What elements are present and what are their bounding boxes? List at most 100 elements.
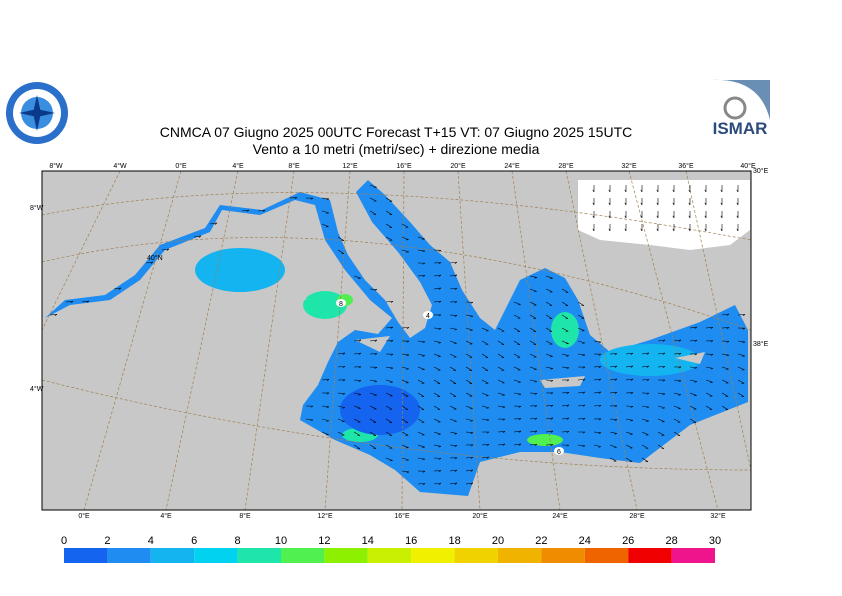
wind-arrow-head [566, 431, 570, 434]
wind-arrow-head [624, 228, 627, 232]
wind-arrow [433, 482, 441, 485]
wind-arrow-head [694, 353, 698, 356]
wind-arrow [513, 327, 521, 332]
wind-arrow [417, 418, 425, 423]
wind-arrow-head [736, 189, 739, 193]
wind-arrow-head [694, 381, 697, 383]
wind-arrow [417, 379, 425, 384]
wind-arrow [513, 353, 521, 358]
wind-arrow [737, 314, 746, 316]
colorbar-label: 30 [709, 535, 721, 547]
wind-arrow [449, 431, 457, 434]
wind-arrow-head [438, 274, 442, 277]
wind-arrow [561, 417, 569, 420]
wind-arrow-head [422, 275, 426, 278]
wind-arrow [321, 405, 329, 408]
longitude-label: 36°E [678, 162, 694, 170]
wind-arrow [625, 457, 633, 462]
wind-arrow-head [470, 315, 473, 318]
wind-arrow [529, 340, 537, 345]
contour-label-bg [336, 299, 346, 307]
wind-arrow [673, 352, 681, 355]
wind-arrow [737, 392, 745, 397]
logo-text: ISMAR [713, 119, 768, 138]
wind-arrow-head [726, 313, 730, 316]
latitude-label: 40°N [147, 254, 163, 262]
wind-arrow [433, 431, 441, 435]
wind-arrow [417, 483, 426, 485]
colorbar-label: 28 [665, 535, 677, 547]
wind-arrow-head [592, 228, 595, 232]
wind-arrow-head [582, 354, 586, 357]
wind-arrow-head [438, 482, 442, 485]
longitude-label: 16°E [396, 162, 412, 170]
wind-arrow-head [598, 432, 602, 434]
wind-arrow [417, 366, 425, 370]
wind-arrow-head [374, 367, 378, 369]
wind-arrow-head [326, 406, 330, 409]
wind-arrow-head [608, 228, 611, 232]
wind-arrow-head [566, 355, 569, 357]
wind-arrow-head [566, 404, 570, 407]
longitude-label: 0°E [78, 512, 90, 520]
wind-arrow [385, 197, 393, 202]
wind-arrow [545, 417, 553, 420]
wind-arrow-head [486, 431, 490, 434]
wind-arrow [353, 418, 361, 423]
wind-arrow [577, 404, 585, 407]
wind-arrow [369, 405, 377, 410]
wind-arrow [145, 261, 153, 264]
longitude-label: 8°E [288, 162, 300, 170]
wind-arrow [321, 431, 329, 435]
wind-arrow-head [86, 300, 90, 303]
wind-arrow-head [550, 380, 554, 382]
colorbar-label: 4 [148, 535, 154, 547]
wind-arrow-head [640, 228, 643, 232]
colorbar-swatch [411, 548, 455, 563]
colorbar-label: 18 [448, 535, 460, 547]
wind-arrow [593, 340, 601, 343]
meridian [244, 171, 295, 510]
wind-arrow-head [534, 393, 538, 395]
wind-arrow [673, 339, 681, 342]
wind-arrow [641, 457, 649, 462]
wind-arrow [529, 314, 537, 319]
wind-arrow [401, 249, 409, 253]
wind-arrow [465, 340, 473, 345]
wind-arrow-head [688, 228, 691, 232]
wind-arrow-head [342, 352, 346, 355]
wind-arrow [81, 300, 89, 303]
wind-arrow [529, 417, 537, 420]
wind-arrow-head [624, 189, 627, 193]
wind-arrow-head [406, 327, 410, 330]
wind-arrow [465, 418, 473, 421]
wind-arrow-head [566, 379, 570, 382]
colorbar-label: 20 [492, 535, 504, 547]
wind-arrow-head [704, 228, 707, 232]
wind-arrow [465, 353, 473, 358]
wind-arrow-head [704, 189, 707, 193]
meridian [83, 171, 182, 510]
wind-arrow [353, 352, 361, 355]
wind-arrow-head [566, 417, 570, 420]
wind-arrow [449, 392, 457, 397]
wind-arrow-head [534, 430, 538, 433]
wind-arrow [577, 379, 585, 381]
wind-arrow [481, 456, 489, 459]
wind-arrow [561, 431, 570, 433]
colorbar-swatch [584, 548, 629, 563]
colorbar-label: 24 [579, 535, 591, 547]
wind-arrow-head [630, 406, 634, 408]
wind-arrow-head [742, 355, 745, 357]
wind-arrow-head [678, 366, 682, 369]
wind-arrow [465, 469, 473, 472]
wind-arrow-head [438, 342, 441, 344]
wind-arrow-head [454, 329, 457, 331]
wind-arrow [545, 430, 553, 433]
wind-arrow-head [406, 340, 410, 343]
wind-arrow-head [438, 300, 442, 303]
wind-arrow [545, 353, 553, 357]
wind-arrow [641, 405, 649, 408]
wind-arrow [545, 366, 553, 369]
wind-arrow [369, 197, 377, 202]
